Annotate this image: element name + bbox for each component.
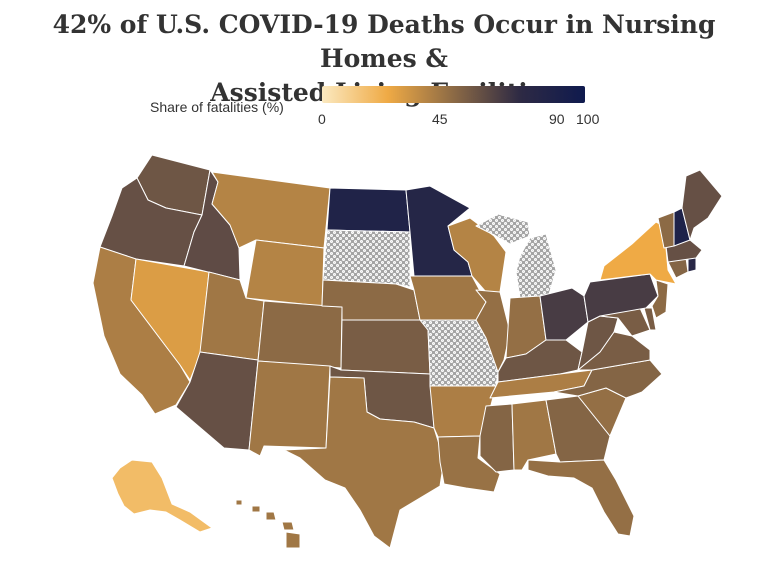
legend-color-bar xyxy=(322,86,585,103)
state-alaska[interactable] xyxy=(111,459,213,533)
state-delaware[interactable] xyxy=(643,307,657,331)
state-wyoming[interactable] xyxy=(245,239,325,307)
state-new-mexico[interactable] xyxy=(248,360,331,457)
state-kansas[interactable] xyxy=(340,319,431,375)
state-rhode-island[interactable] xyxy=(687,257,697,273)
legend-tick-90: 90 xyxy=(549,111,565,127)
state-mississippi[interactable] xyxy=(479,403,515,473)
state-texas[interactable] xyxy=(283,376,445,549)
state-pennsylvania[interactable] xyxy=(583,273,659,323)
state-maine[interactable] xyxy=(681,169,723,241)
state-michigan[interactable] xyxy=(475,213,557,299)
legend-tick-100: 100 xyxy=(576,111,600,127)
state-north-dakota[interactable] xyxy=(326,187,411,233)
state-iowa[interactable] xyxy=(409,275,487,321)
state-new-york[interactable] xyxy=(599,221,677,285)
legend-tick-0: 0 xyxy=(318,111,326,127)
legend-label: Share of fatalities (%) xyxy=(150,99,284,115)
state-louisiana[interactable] xyxy=(437,435,501,493)
legend-tick-45: 45 xyxy=(432,111,448,127)
state-hawaii[interactable] xyxy=(235,499,301,549)
state-florida[interactable] xyxy=(527,459,635,537)
state-new-jersey[interactable] xyxy=(651,279,669,319)
state-ohio[interactable] xyxy=(539,287,589,341)
state-south-dakota[interactable] xyxy=(322,229,411,288)
state-colorado[interactable] xyxy=(257,300,343,369)
title-line-1: 42% of U.S. COVID-19 Deaths Occur in Nur… xyxy=(52,10,716,73)
